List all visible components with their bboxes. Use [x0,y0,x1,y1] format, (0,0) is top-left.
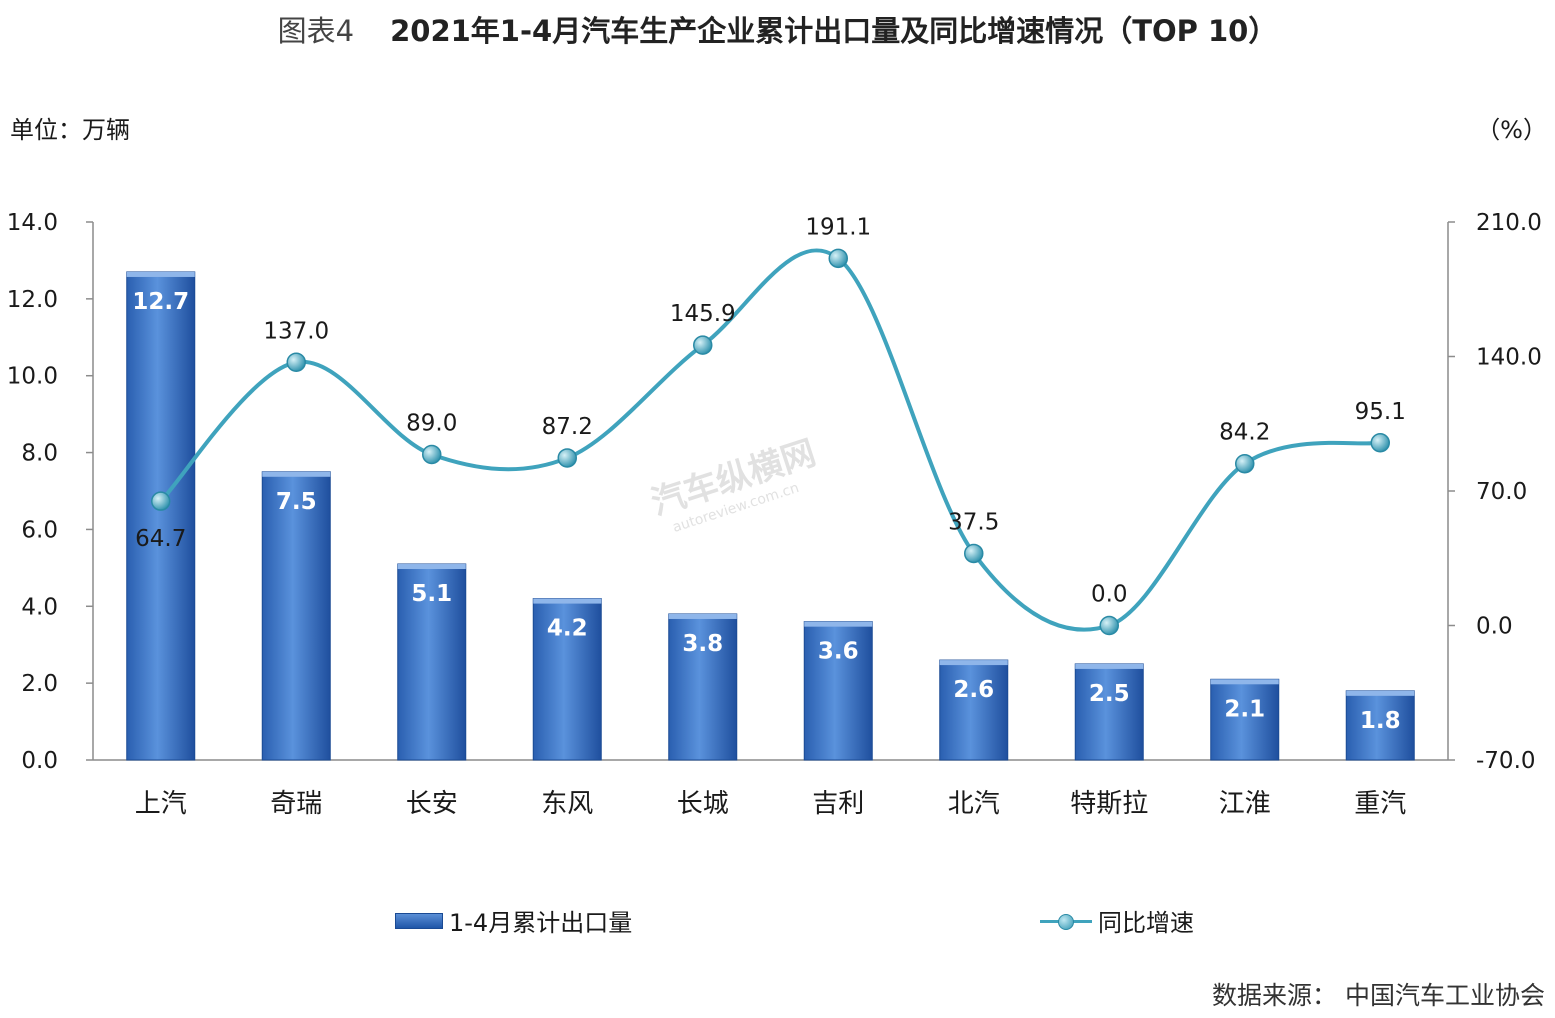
bar [397,563,467,761]
bar-top-highlight [939,660,1008,666]
growth-marker [1370,433,1390,453]
legend-bar-swatch [395,912,443,929]
legend-bar-label: 1-4月累计出口量 [449,909,633,937]
data-source: 数据来源： 中国汽车工业协会 [1212,981,1545,1010]
category-label: 长安 [406,789,458,819]
growth-marker [286,352,306,373]
bar-value-label: 2.5 [1089,681,1130,707]
growth-line [159,248,1381,632]
line-value-label: 137.0 [263,318,329,344]
line-value-label: 0.0 [1091,582,1128,608]
left-tick-label: 4.0 [21,594,58,620]
bar-top-highlight [1346,690,1415,696]
growth-marker [151,491,171,511]
left-tick-label: 0.0 [21,748,58,774]
growth-marker [828,248,848,269]
right-tick-label: 70.0 [1476,479,1527,505]
category-label: 重汽 [1354,789,1406,819]
bar [532,598,602,761]
figure-number: 图表4 [277,14,355,48]
left-tick-label: 10.0 [7,364,58,390]
line-value-label: 95.1 [1355,399,1406,425]
category-label: 东风 [541,789,593,819]
bar-value-label: 2.1 [1224,696,1265,722]
right-axis-unit: （%） [1476,116,1547,144]
line-value-label: 145.9 [670,301,736,327]
chart-title: 图表4 2021年1-4月汽车生产企业累计出口量及同比增速情况（TOP 10） [0,8,1555,50]
category-label: 奇瑞 [270,789,322,819]
line-value-label: 89.0 [406,410,457,436]
line-value-label: 84.2 [1219,420,1270,446]
category-label: 北汽 [948,789,1000,819]
category-label: 长城 [677,789,729,819]
line-value-label: 37.5 [948,509,999,535]
category-label: 上汽 [135,789,187,819]
left-tick-label: 2.0 [21,671,58,697]
bar-value-label: 4.2 [547,616,588,642]
bar-top-highlight [804,621,873,627]
growth-marker [1099,615,1119,636]
bar-top-highlight [1075,663,1144,669]
bar-top-highlight [262,471,331,477]
bar-series [126,271,1415,761]
axes: 0.0 2.0 4.0 6.0 8.0 10.0 12.0 14.0 -70.0 0.0 70.0 1… [7,210,1542,819]
growth-marker [693,335,713,355]
right-tick-label: 210.0 [1476,210,1542,236]
bar-value-label: 3.8 [682,631,723,657]
left-axis-unit: 单位：万辆 [10,116,130,144]
data-labels: 12.7 7.5 5.1 4.2 3.8 3.6 2.6 2.5 2.1 1.8 64.7 137.0… [132,214,1405,734]
bar [1210,678,1280,761]
left-tick-label: 6.0 [21,517,58,543]
growth-marker [964,543,984,564]
bar [939,659,1009,761]
category-label: 特斯拉 [1070,789,1148,819]
bar-value-label: 3.6 [818,639,859,665]
legend-line-label: 同比增速 [1098,909,1194,937]
growth-marker [1235,453,1255,474]
legend-item-line: 同比增速 [1040,903,1194,938]
category-label: 吉利 [812,789,864,819]
bar [668,613,738,761]
right-tick-label: -70.0 [1476,748,1536,774]
left-tick-label: 8.0 [21,441,58,467]
line-series [151,248,1390,636]
right-tick-label: 0.0 [1476,614,1513,640]
bar [1074,663,1144,761]
bar [126,271,196,761]
chart-title-text: 2021年1-4月汽车生产企业累计出口量及同比增速情况（TOP 10） [390,14,1278,48]
bar-top-highlight [1210,679,1279,685]
bar-top-highlight [668,613,737,619]
growth-marker [557,448,577,468]
line-value-label: 191.1 [805,214,871,240]
line-value-label: 64.7 [135,526,186,552]
bar-value-label: 1.8 [1360,708,1401,734]
line-value-label: 87.2 [542,414,593,440]
bar [261,471,331,761]
left-tick-label: 14.0 [7,210,58,236]
growth-marker [422,444,442,465]
legend-line-swatch [1040,913,1092,930]
bar-top-highlight [397,564,466,570]
category-label: 江淮 [1219,789,1271,819]
bar-value-label: 7.5 [276,489,317,515]
bar-value-label: 5.1 [411,581,452,607]
bar-value-label: 12.7 [132,289,189,315]
bar-top-highlight [533,598,602,604]
bar-value-label: 2.6 [953,677,994,703]
right-tick-label: 140.0 [1476,345,1542,371]
bar-top-highlight [126,271,195,277]
bar [1345,690,1415,761]
legend-item-bar: 1-4月累计出口量 [395,903,632,938]
left-tick-label: 12.0 [7,287,58,313]
